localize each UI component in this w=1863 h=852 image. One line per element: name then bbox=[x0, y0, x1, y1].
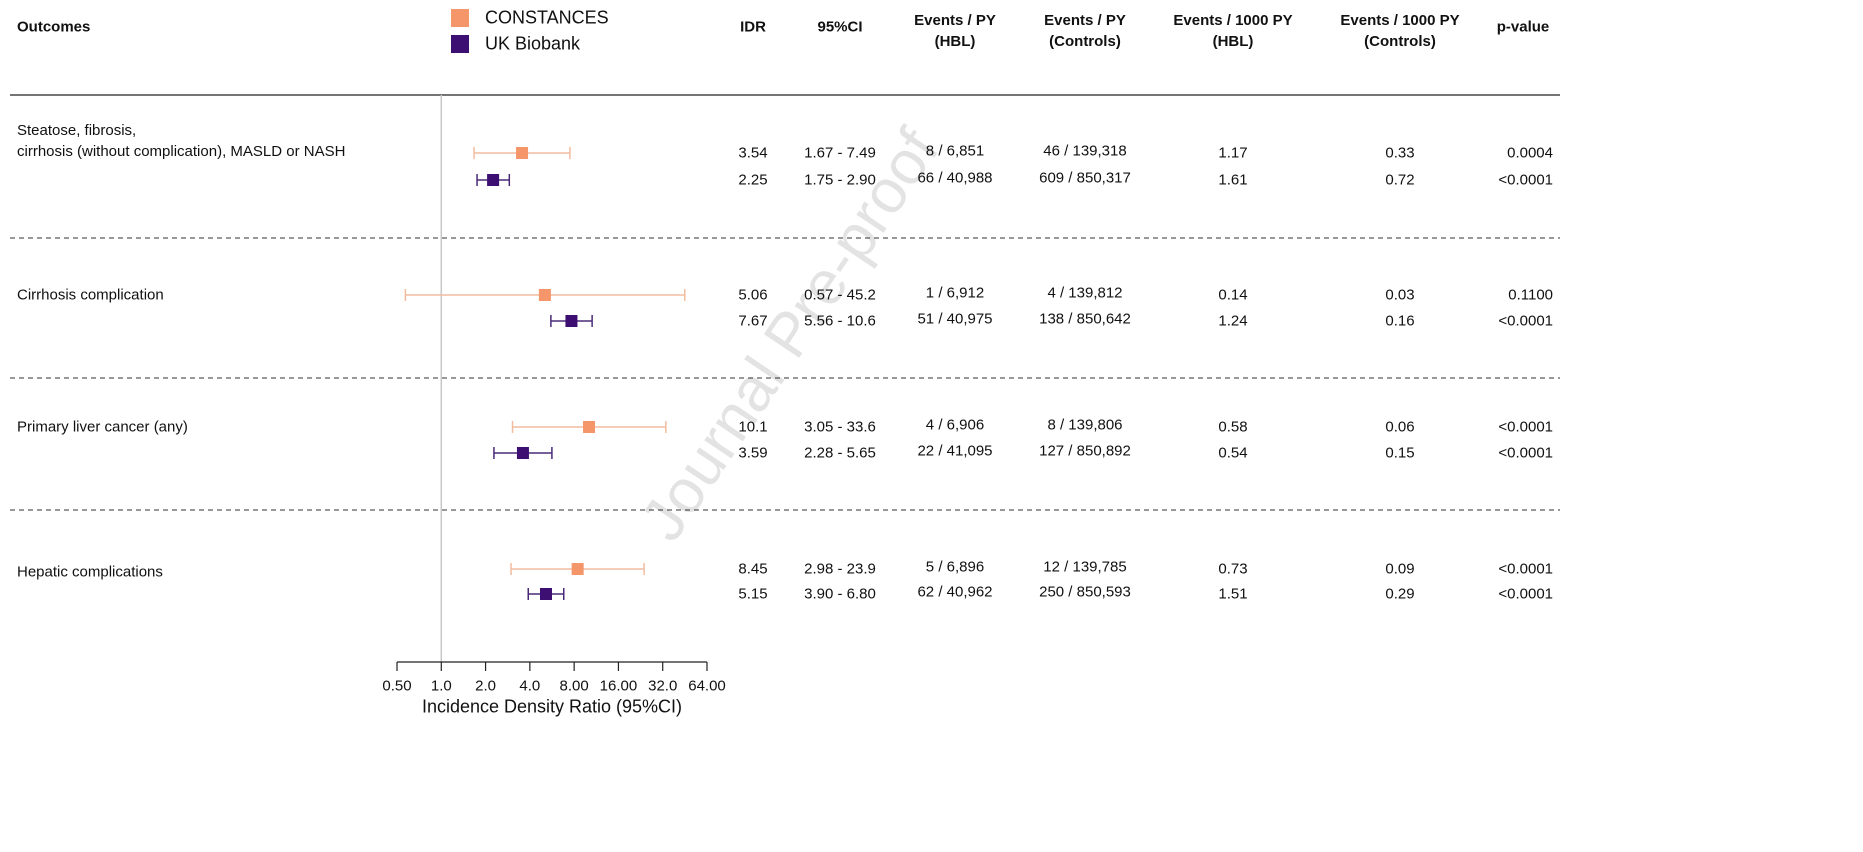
rate-hbl: 0.54 bbox=[1218, 444, 1248, 462]
p-value: <0.0001 bbox=[1498, 171, 1553, 189]
p-value: <0.0001 bbox=[1498, 418, 1553, 436]
x-tick-label: 1.0 bbox=[430, 677, 452, 695]
point-estimate bbox=[487, 174, 500, 186]
ci-value: 2.98 - 23.9 bbox=[804, 560, 876, 578]
events-controls: 4 / 139,812 bbox=[1047, 284, 1123, 302]
p-value: <0.0001 bbox=[1498, 312, 1553, 330]
p-value: <0.0001 bbox=[1498, 560, 1553, 578]
point-estimate bbox=[540, 588, 553, 600]
ci-value: 3.05 - 33.6 bbox=[804, 418, 876, 436]
column-header: Outcomes bbox=[17, 18, 91, 36]
idr-value: 3.54 bbox=[738, 144, 768, 162]
rate-hbl: 1.51 bbox=[1218, 585, 1248, 603]
column-header: p-value bbox=[1496, 18, 1550, 36]
point-estimate bbox=[516, 447, 529, 459]
legend-swatch bbox=[451, 35, 469, 53]
idr-value: 2.25 bbox=[738, 171, 768, 189]
ci-value: 2.28 - 5.65 bbox=[804, 444, 876, 462]
rate-controls: 0.15 bbox=[1385, 444, 1415, 462]
x-tick-label: 64.00 bbox=[688, 677, 726, 695]
rate-controls: 0.09 bbox=[1385, 560, 1415, 578]
idr-value: 5.06 bbox=[738, 286, 768, 304]
legend-label: UK Biobank bbox=[485, 33, 581, 54]
ci-value: 5.56 - 10.6 bbox=[804, 312, 876, 330]
x-tick-label: 4.0 bbox=[519, 677, 541, 695]
column-header: Events / 1000 PY (Controls) bbox=[1340, 12, 1460, 50]
rate-hbl: 1.17 bbox=[1218, 144, 1248, 162]
outcome-label: Steatose, fibrosis, cirrhosis (without c… bbox=[17, 122, 346, 160]
rate-controls: 0.06 bbox=[1385, 418, 1415, 436]
ci-value: 1.67 - 7.49 bbox=[804, 144, 876, 162]
events-hbl: 62 / 40,962 bbox=[917, 583, 993, 601]
ci-value: 0.57 - 45.2 bbox=[804, 286, 876, 304]
idr-value: 3.59 bbox=[738, 444, 768, 462]
x-tick-label: 16.00 bbox=[599, 677, 638, 695]
x-tick-label: 2.0 bbox=[475, 677, 496, 695]
column-header: 95%CI bbox=[817, 18, 863, 36]
x-axis-title: Incidence Density Ratio (95%CI) bbox=[421, 696, 683, 717]
events-hbl: 1 / 6,912 bbox=[925, 284, 985, 302]
legend-label: CONSTANCES bbox=[485, 7, 609, 28]
outcome-label: Primary liver cancer (any) bbox=[17, 418, 188, 436]
column-header: IDR bbox=[740, 18, 766, 36]
rate-controls: 0.03 bbox=[1385, 286, 1415, 304]
point-estimate bbox=[538, 289, 551, 301]
events-controls: 46 / 139,318 bbox=[1043, 142, 1127, 160]
rate-hbl: 0.73 bbox=[1218, 560, 1248, 578]
x-tick-label: 0.50 bbox=[382, 677, 412, 695]
rate-hbl: 1.24 bbox=[1218, 312, 1248, 330]
point-estimate bbox=[516, 147, 529, 159]
events-hbl: 22 / 41,095 bbox=[917, 442, 993, 460]
events-controls: 127 / 850,892 bbox=[1039, 442, 1131, 460]
idr-value: 7.67 bbox=[738, 312, 768, 330]
events-controls: 609 / 850,317 bbox=[1039, 169, 1131, 187]
point-estimate bbox=[565, 315, 578, 327]
events-controls: 138 / 850,642 bbox=[1039, 310, 1131, 328]
events-hbl: 4 / 6,906 bbox=[925, 416, 985, 434]
outcome-label: Cirrhosis complication bbox=[17, 286, 164, 304]
rate-controls: 0.29 bbox=[1385, 585, 1415, 603]
ci-value: 3.90 - 6.80 bbox=[804, 585, 876, 603]
events-controls: 8 / 139,806 bbox=[1047, 416, 1123, 434]
rate-hbl: 0.58 bbox=[1218, 418, 1248, 436]
column-header: Events / 1000 PY (HBL) bbox=[1173, 12, 1293, 50]
rate-controls: 0.72 bbox=[1385, 171, 1415, 189]
ci-value: 1.75 - 2.90 bbox=[804, 171, 876, 189]
rate-hbl: 1.61 bbox=[1218, 171, 1248, 189]
p-value: <0.0001 bbox=[1498, 444, 1553, 462]
p-value: <0.0001 bbox=[1498, 585, 1553, 603]
point-estimate bbox=[583, 421, 596, 433]
events-hbl: 66 / 40,988 bbox=[917, 169, 993, 187]
legend-swatch bbox=[451, 9, 469, 27]
events-hbl: 8 / 6,851 bbox=[925, 142, 985, 160]
point-estimate bbox=[571, 563, 584, 575]
column-header: Events / PY (Controls) bbox=[1044, 12, 1126, 50]
p-value: 0.0004 bbox=[1507, 144, 1553, 162]
events-hbl: 5 / 6,896 bbox=[925, 558, 985, 576]
idr-value: 10.1 bbox=[738, 418, 768, 436]
outcome-label: Hepatic complications bbox=[17, 563, 163, 581]
events-controls: 250 / 850,593 bbox=[1039, 583, 1131, 601]
rate-hbl: 0.14 bbox=[1218, 286, 1248, 304]
p-value: 0.1100 bbox=[1508, 286, 1553, 304]
x-tick-label: 32.0 bbox=[648, 677, 678, 695]
idr-value: 8.45 bbox=[738, 560, 768, 578]
events-controls: 12 / 139,785 bbox=[1043, 558, 1127, 576]
x-tick-label: 8.00 bbox=[559, 677, 589, 695]
rate-controls: 0.33 bbox=[1385, 144, 1415, 162]
idr-value: 5.15 bbox=[738, 585, 768, 603]
column-header: Events / PY (HBL) bbox=[914, 12, 996, 50]
rate-controls: 0.16 bbox=[1385, 312, 1415, 330]
events-hbl: 51 / 40,975 bbox=[917, 310, 993, 328]
